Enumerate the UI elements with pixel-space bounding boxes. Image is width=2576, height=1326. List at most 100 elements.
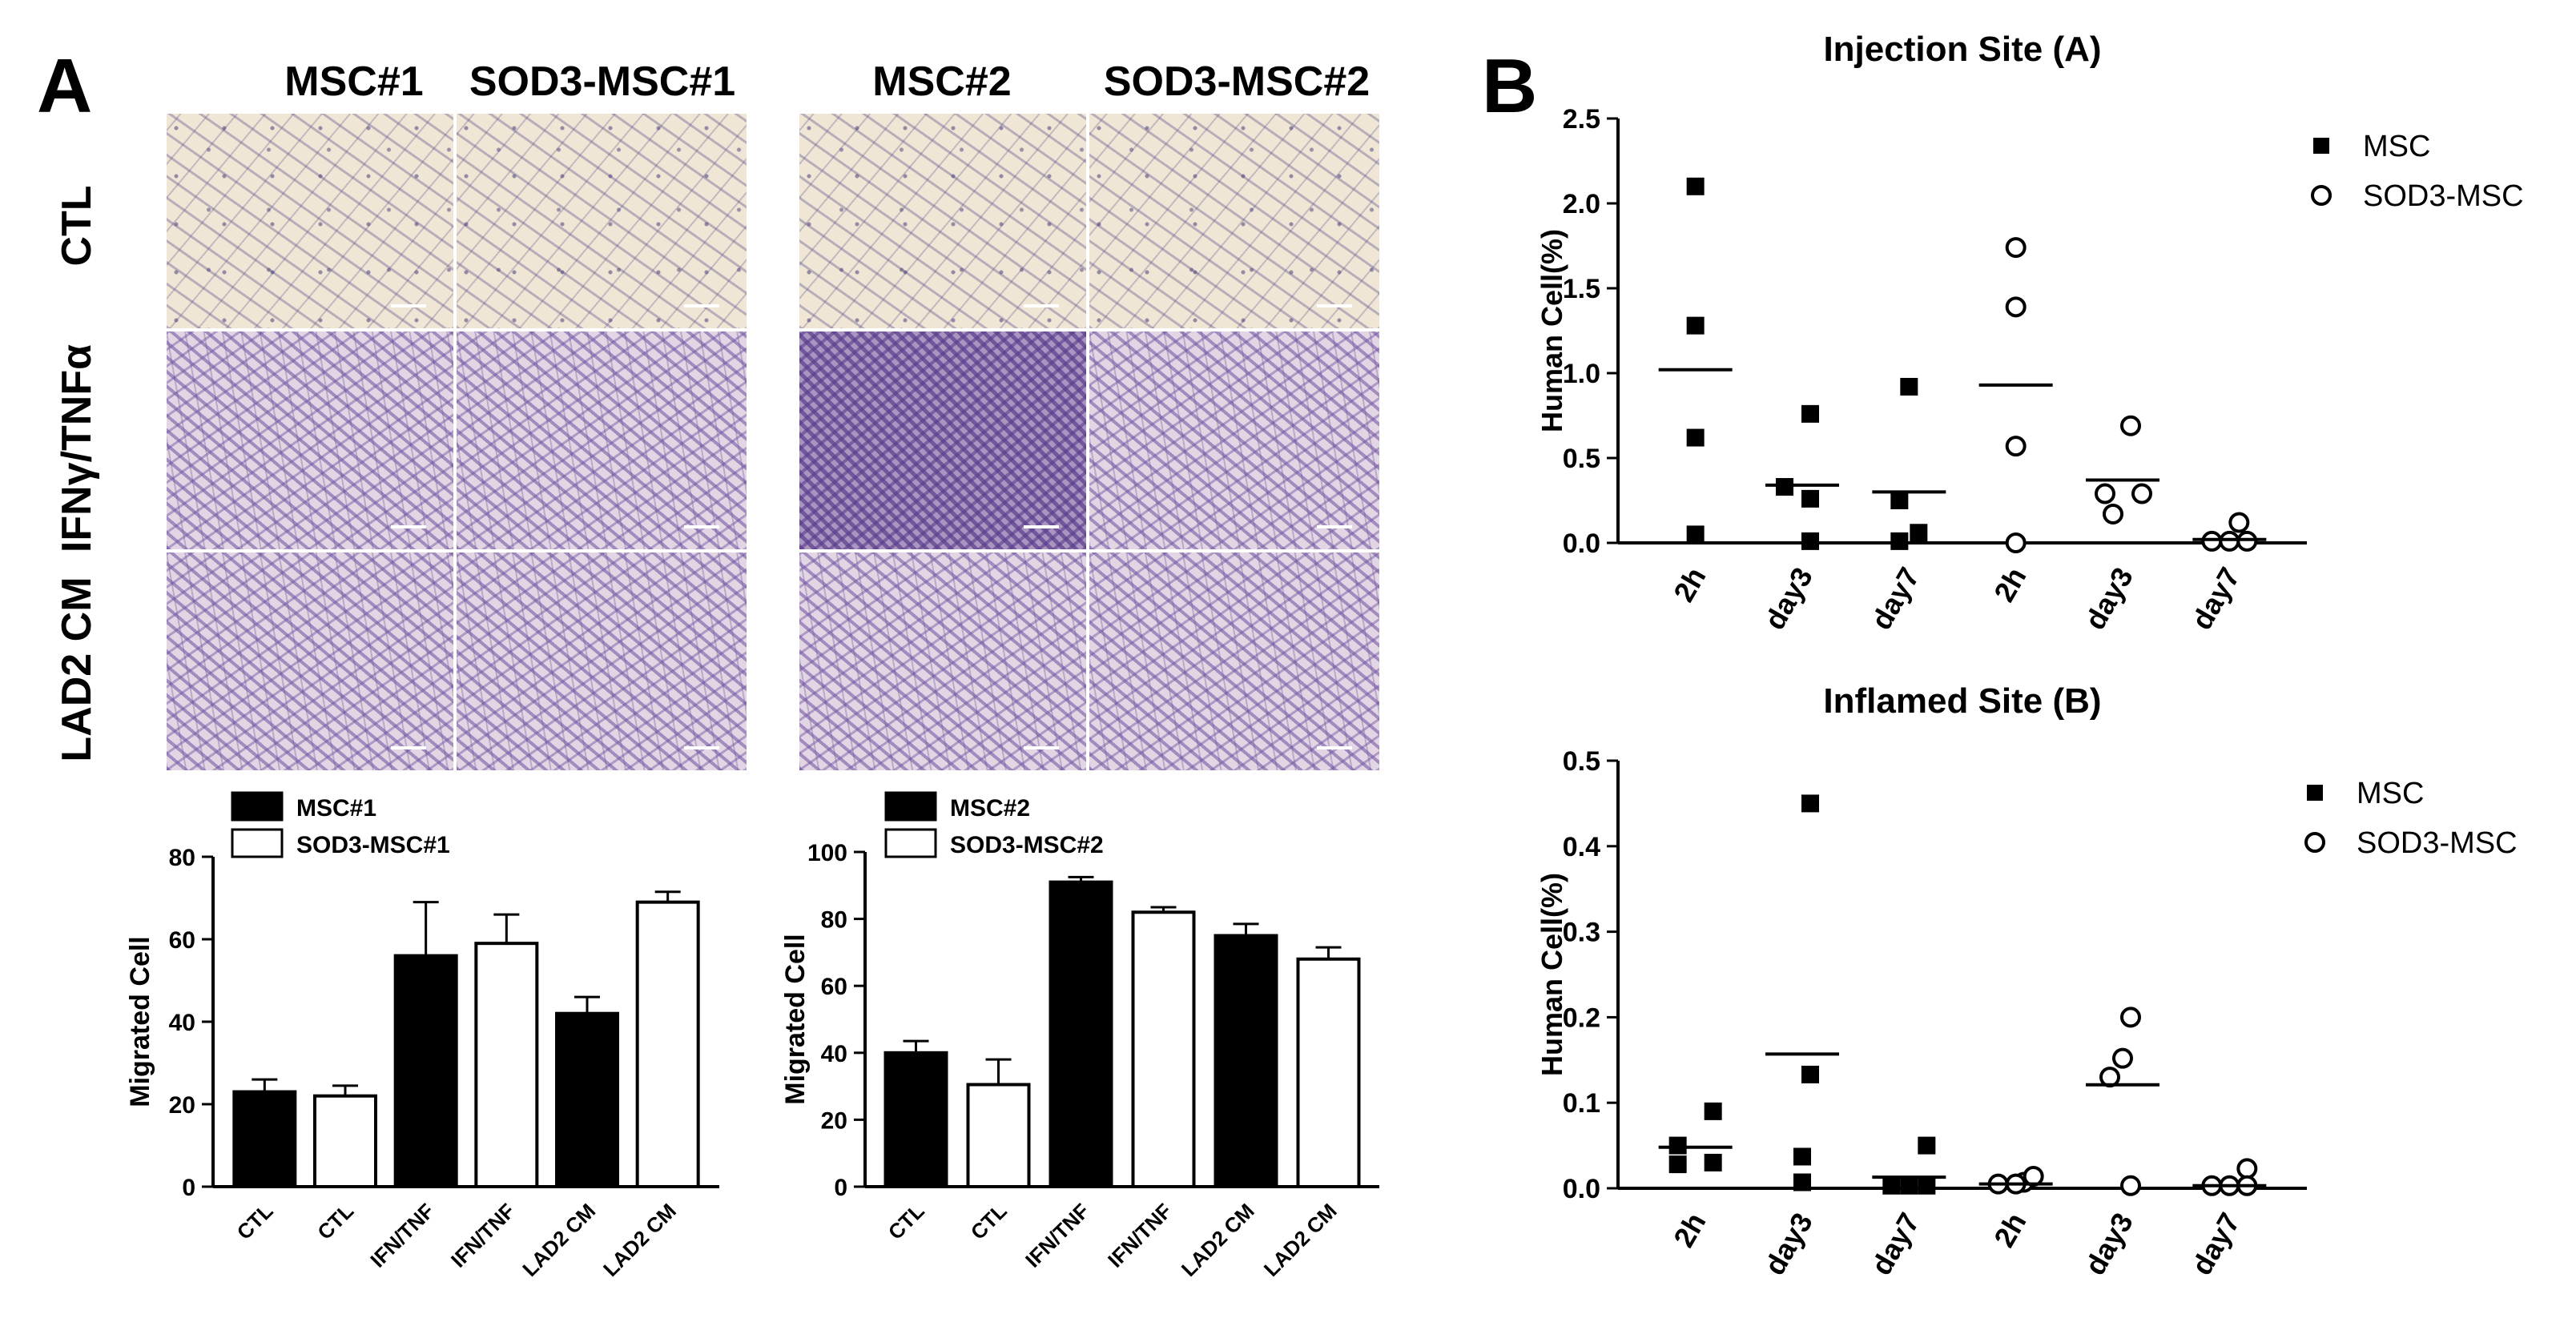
data-point-circle xyxy=(2131,483,2152,504)
x-tick-label: day7 xyxy=(2185,562,2247,636)
y-tick-label: 60 xyxy=(821,974,847,1000)
bar xyxy=(1131,910,1196,1189)
x-tick-label: day7 xyxy=(1865,1207,1926,1281)
x-tick-label: LAD2 CM xyxy=(1259,1199,1342,1281)
y-tick-label: 2.0 xyxy=(1563,189,1600,219)
data-point-square xyxy=(1793,1147,1811,1166)
data-point-square xyxy=(1668,1136,1687,1155)
data-point-circle xyxy=(2219,530,2240,552)
bar xyxy=(555,1011,619,1189)
panel-a-label: A xyxy=(37,43,93,129)
data-point-circle xyxy=(2201,530,2223,552)
data-point-circle xyxy=(2112,1047,2133,1069)
y-axis-label: Human Cell(%) xyxy=(1536,229,1568,432)
data-point-circle xyxy=(2005,532,2027,553)
legend-swatch xyxy=(231,828,284,858)
data-point-square xyxy=(1890,532,1909,550)
legend-label: SOD3-MSC xyxy=(2357,826,2518,860)
y-tick-label: 0.0 xyxy=(1563,528,1600,559)
y-tick-label: 0 xyxy=(182,1175,195,1201)
data-point-square xyxy=(1918,1136,1936,1155)
column-label-sod3-msc1: SOD3-MSC#1 xyxy=(469,58,736,105)
x-tick-label: day3 xyxy=(2078,1207,2139,1281)
scatter-chart-inflamed-site: Inflamed Site (B) 0.0 0.1 0.2 0.3 0.4 0.5 Human… xyxy=(1536,681,2518,1281)
y-tick-label: 0.0 xyxy=(1563,1174,1600,1204)
legend-marker-square xyxy=(2313,138,2329,154)
bar xyxy=(1214,934,1278,1188)
data-point-square xyxy=(1801,404,1819,423)
data-point-circle xyxy=(2103,503,2123,524)
x-tick-label: IFN/TNF xyxy=(446,1199,520,1272)
legend-marker-circle xyxy=(2311,185,2332,206)
x-tick-label: CTL xyxy=(232,1199,278,1244)
data-point-circle xyxy=(2120,415,2141,436)
data-point-square xyxy=(1801,1065,1819,1083)
legend-label: MSC xyxy=(2357,777,2424,810)
legend-label: SOD3-MSC#2 xyxy=(950,832,1104,858)
x-tick-label: IFN/TNF xyxy=(1020,1199,1094,1272)
y-tick-label: 40 xyxy=(169,1010,195,1036)
data-point-square xyxy=(1900,377,1918,396)
bar-chart-msc2: MSC#2 SOD3-MSC#2 0 20 40 60 80 100 Migrated Cell… xyxy=(780,791,1379,1281)
y-tick-label: 80 xyxy=(821,907,847,934)
y-tick-label: 20 xyxy=(821,1107,847,1134)
micrograph-msc2-ifn-tnf xyxy=(798,330,1088,551)
data-point-circle xyxy=(2236,1158,2258,1179)
data-point-circle xyxy=(2005,237,2027,259)
bar xyxy=(883,1051,948,1188)
data-point-circle xyxy=(2005,436,2027,457)
y-tick-label: 2.5 xyxy=(1563,104,1600,135)
legend-swatch xyxy=(884,791,937,822)
y-axis-label: Migrated Cell xyxy=(780,934,811,1104)
micrograph-msc1-ctl xyxy=(165,112,455,330)
data-point-circle xyxy=(2120,1175,2141,1196)
data-point-square xyxy=(1776,478,1793,496)
bar xyxy=(635,900,700,1188)
micrograph-sod3-msc2-lad2-cm xyxy=(1088,551,1381,772)
x-tick-label: IFN/TNF xyxy=(1103,1199,1177,1272)
x-tick-label: day3 xyxy=(2078,562,2139,636)
y-tick-label: 0.5 xyxy=(1563,444,1600,474)
column-label-sod3-msc2: SOD3-MSC#2 xyxy=(1103,58,1371,105)
x-tick-label: CTL xyxy=(312,1199,358,1244)
y-tick-label: 1.5 xyxy=(1563,274,1600,304)
bar xyxy=(232,1090,297,1188)
x-tick-label: day3 xyxy=(1757,1207,1819,1281)
data-point-square xyxy=(1801,532,1819,550)
data-point-square xyxy=(1910,524,1928,542)
y-tick-label: 20 xyxy=(169,1092,195,1119)
legend-label: MSC#1 xyxy=(296,795,376,822)
micrograph-msc1-lad2-cm xyxy=(165,551,455,772)
column-label-msc1: MSC#1 xyxy=(284,58,424,105)
bar xyxy=(966,1083,1031,1189)
data-point-square xyxy=(1668,1155,1687,1174)
micrograph-sod3-msc1-ctl xyxy=(455,112,748,330)
x-tick-label: 2h xyxy=(1667,562,1713,608)
x-tick-label: day7 xyxy=(1865,562,1926,636)
micrograph-sod3-msc1-lad2-cm xyxy=(455,551,748,772)
x-tick-label: 2h xyxy=(1987,562,2033,608)
data-point-square xyxy=(1686,525,1705,544)
bar xyxy=(1296,957,1361,1188)
x-tick-label: CTL xyxy=(966,1199,1012,1244)
bar xyxy=(393,954,458,1188)
data-point-circle xyxy=(2005,296,2027,318)
bar xyxy=(1049,880,1113,1189)
row-label-lad2-cm: LAD2 CM xyxy=(54,577,100,762)
micrograph-msc2-ctl xyxy=(798,112,1088,330)
column-label-msc2: MSC#2 xyxy=(872,58,1012,105)
data-point-square xyxy=(1793,1173,1811,1191)
micrograph-sod3-msc2-ctl xyxy=(1088,112,1381,330)
data-point-square xyxy=(1704,1153,1722,1171)
micrograph-sod3-msc2-ifn-tnf xyxy=(1088,330,1381,551)
data-point-square xyxy=(1890,492,1909,509)
x-tick-label: 2h xyxy=(1667,1207,1713,1253)
x-tick-label: day3 xyxy=(1757,562,1819,636)
y-tick-label: 0.2 xyxy=(1563,1003,1600,1033)
x-tick-label: LAD2 CM xyxy=(1177,1199,1259,1281)
y-tick-label: 40 xyxy=(821,1041,847,1067)
y-tick-label: 100 xyxy=(807,840,847,866)
y-tick-label: 0.1 xyxy=(1563,1088,1600,1119)
x-tick-label: LAD2 CM xyxy=(598,1199,681,1281)
legend-label: MSC#2 xyxy=(950,795,1030,822)
